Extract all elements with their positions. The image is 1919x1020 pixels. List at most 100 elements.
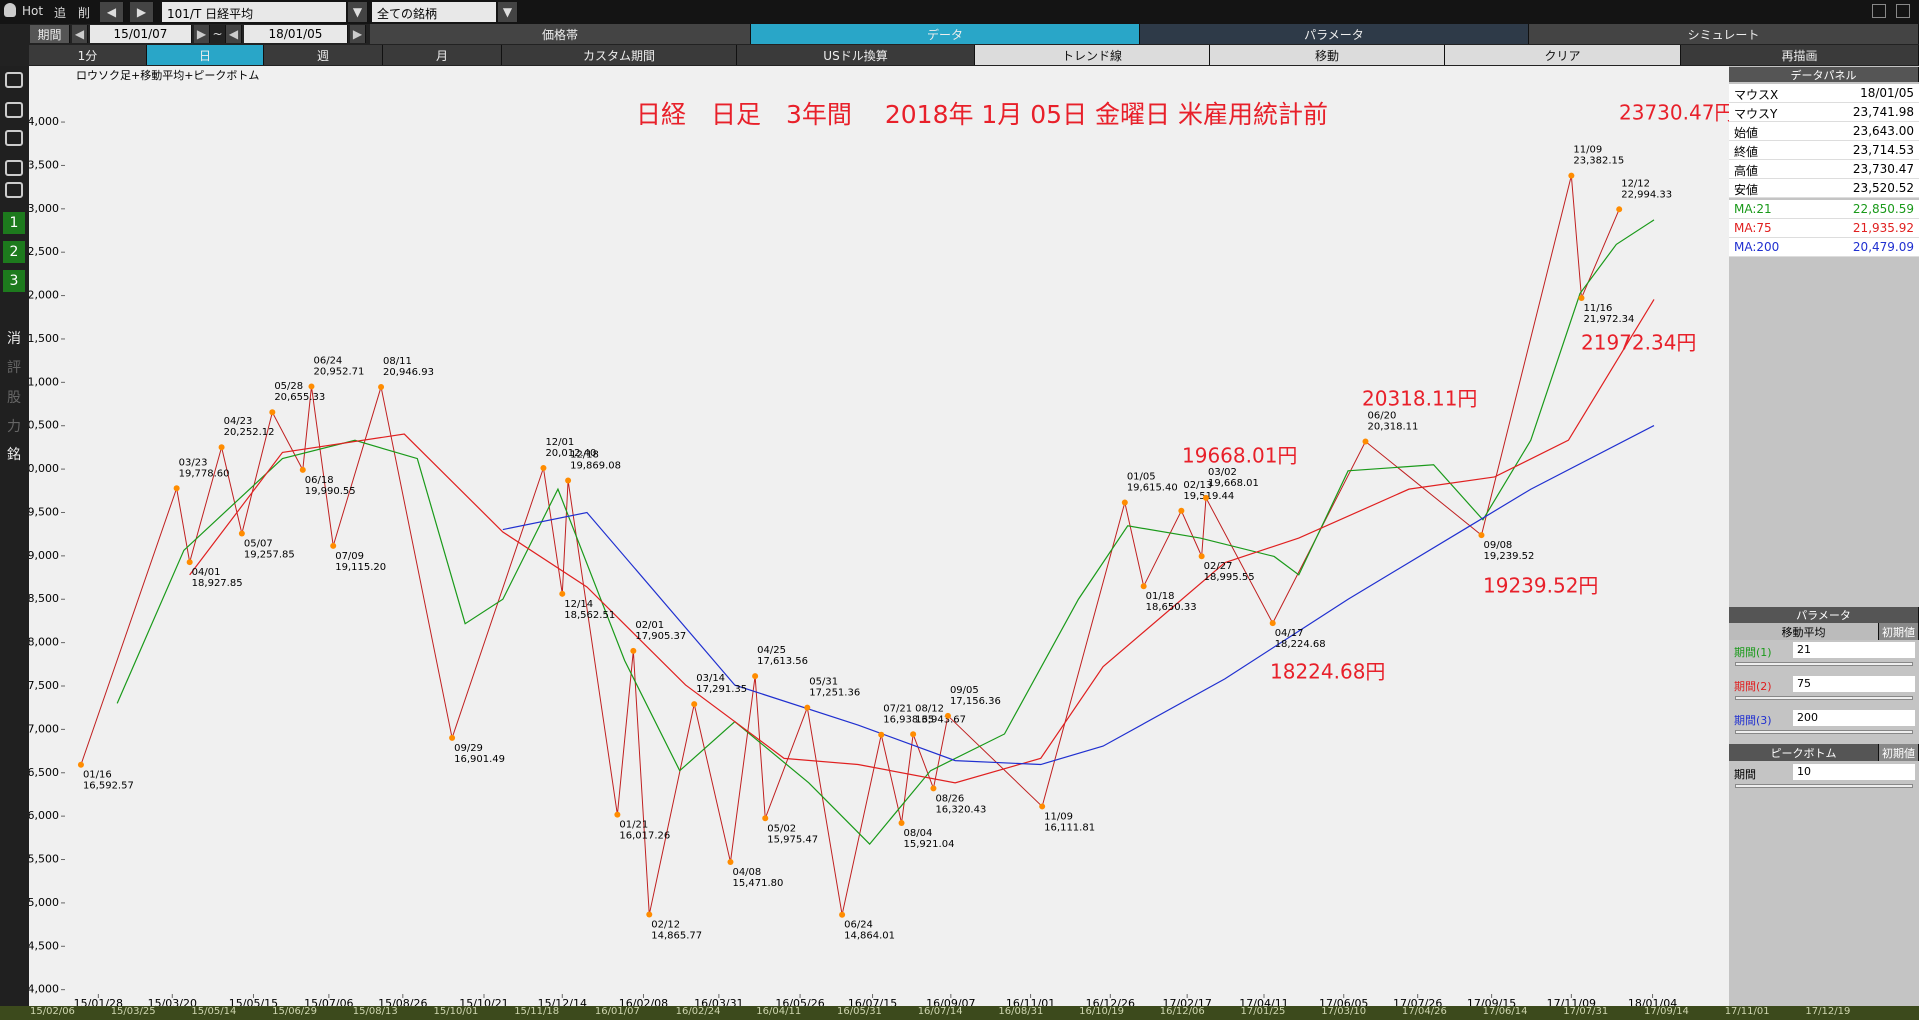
- peak-date: 11/09: [1044, 811, 1073, 822]
- x-tick-label: 16/11/01: [1006, 997, 1055, 1006]
- panel-label: MA:21: [1729, 200, 1919, 219]
- strip-date: 15/06/29: [272, 1006, 318, 1017]
- prev-button[interactable]: ◀: [226, 25, 242, 43]
- param-label: 期間(3): [1734, 714, 1772, 727]
- x-tick-label: 17/02/17: [1162, 997, 1211, 1006]
- period-button[interactable]: 再描画: [1681, 45, 1919, 65]
- param-value[interactable]: 10: [1793, 764, 1915, 780]
- strip-date: 16/05/31: [837, 1006, 882, 1017]
- add-button[interactable]: 追: [54, 6, 67, 20]
- tool-icon[interactable]: [5, 182, 23, 198]
- peak-dot: [559, 590, 566, 597]
- peak-value: 17,251.36: [809, 688, 860, 699]
- slider[interactable]: [1735, 662, 1913, 666]
- peak-value: 20,012.40: [545, 448, 596, 459]
- symbol-box[interactable]: 101/T 日経平均: [162, 2, 346, 22]
- peak-date: 03/02: [1208, 467, 1237, 478]
- hot-button[interactable]: Hot: [22, 4, 44, 18]
- peak-date: 12/01: [545, 437, 574, 448]
- prev-button[interactable]: ◀: [100, 2, 124, 22]
- param-value[interactable]: 75: [1793, 676, 1915, 692]
- peak-dot: [330, 542, 337, 549]
- tool-button[interactable]: 消: [7, 331, 21, 347]
- tool-icon[interactable]: [5, 130, 23, 146]
- period-button[interactable]: 月: [383, 45, 502, 65]
- peak-dot: [1578, 294, 1585, 301]
- ma-line: [189, 299, 1655, 784]
- tool-button[interactable]: 股: [7, 390, 21, 406]
- annotation: 23730.47円: [1619, 101, 1729, 125]
- peak-value: 22,994.33: [1621, 189, 1672, 200]
- tool-button[interactable]: 力: [7, 419, 21, 435]
- window-button[interactable]: [1872, 4, 1886, 18]
- to-date[interactable]: 18/01/05: [244, 25, 348, 43]
- tool-icon[interactable]: [5, 102, 23, 118]
- peak-value: 19,990.55: [305, 486, 356, 497]
- plot-background: [29, 66, 1729, 1006]
- peak-value: 14,865.77: [651, 931, 702, 942]
- period-button[interactable]: 1分: [29, 45, 147, 65]
- tool-icon[interactable]: [5, 72, 23, 88]
- param-value[interactable]: 200: [1793, 710, 1915, 726]
- section-title: 移動平均: [1729, 623, 1879, 640]
- dropdown[interactable]: ▼: [348, 2, 368, 22]
- price-line: [80, 175, 1620, 915]
- panel-label: MA:200: [1729, 238, 1919, 257]
- y-tick-label: 21,500: [29, 332, 59, 345]
- panel-label: 高値: [1729, 160, 1919, 179]
- tool-icon[interactable]: [5, 160, 23, 176]
- tool-button[interactable]: 1: [3, 212, 25, 234]
- peak-dot: [1039, 803, 1046, 810]
- tool-button[interactable]: 評: [7, 360, 21, 376]
- window-button[interactable]: [1896, 4, 1910, 18]
- reset-button[interactable]: 初期値: [1879, 623, 1919, 640]
- peak-date: 01/18: [1146, 591, 1175, 602]
- dropdown[interactable]: ▼: [498, 2, 518, 22]
- prev-button[interactable]: ◀: [72, 25, 88, 43]
- tool-button[interactable]: 3: [3, 270, 25, 292]
- bulb-icon[interactable]: [4, 3, 16, 17]
- period-button[interactable]: 週: [264, 45, 383, 65]
- param-value[interactable]: 21: [1793, 642, 1915, 658]
- delete-button[interactable]: 削: [78, 6, 91, 20]
- peak-value: 17,156.36: [950, 696, 1001, 707]
- slider[interactable]: [1735, 696, 1913, 700]
- peak-date: 02/01: [635, 620, 664, 631]
- ma-line: [502, 425, 1655, 766]
- tool-button[interactable]: 銘: [7, 447, 21, 463]
- next-button[interactable]: ▶: [130, 2, 154, 22]
- period-button[interactable]: クリア: [1445, 45, 1681, 65]
- annotation: 20318.11円: [1362, 387, 1477, 411]
- period-button[interactable]: USドル換算: [737, 45, 975, 65]
- peak-value: 16,592.57: [83, 781, 134, 792]
- peak-dot: [804, 704, 811, 711]
- x-tick-label: 15/07/06: [304, 997, 353, 1006]
- peak-date: 02/13: [1183, 480, 1212, 491]
- tab[interactable]: パラメータ: [1140, 24, 1529, 44]
- tab[interactable]: 価格帯: [370, 24, 751, 44]
- slider[interactable]: [1735, 784, 1913, 788]
- period-button[interactable]: 日: [147, 45, 264, 65]
- button-bar: 1分日週月カスタム期間 USドル換算 トレンド線 移動 クリア 再描画: [0, 44, 1919, 66]
- slider[interactable]: [1735, 730, 1913, 734]
- from-date[interactable]: 15/01/07: [90, 25, 192, 43]
- period-button[interactable]: 移動: [1210, 45, 1445, 65]
- panel-label: MA:75: [1729, 219, 1919, 238]
- tab[interactable]: シミュレート: [1529, 24, 1919, 44]
- tool-button[interactable]: 2: [3, 241, 25, 263]
- next-button[interactable]: ▶: [194, 25, 210, 43]
- peak-dot: [77, 761, 84, 768]
- y-tick-label: 21,000: [29, 375, 59, 388]
- universe-box[interactable]: 全ての銘柄: [372, 2, 496, 22]
- peak-value: 16,017.26: [619, 831, 670, 842]
- reset-button[interactable]: 初期値: [1879, 744, 1919, 761]
- peak-dot: [646, 911, 653, 918]
- strip-date: 16/04/11: [756, 1006, 802, 1017]
- y-tick-label: 18,500: [29, 592, 59, 605]
- tab[interactable]: データ: [751, 24, 1140, 44]
- ma-line: [116, 219, 1655, 845]
- period-button[interactable]: カスタム期間: [502, 45, 737, 65]
- next-button[interactable]: ▶: [350, 25, 366, 43]
- strip-date: 16/12/06: [1159, 1006, 1205, 1017]
- period-button[interactable]: トレンド線: [975, 45, 1210, 65]
